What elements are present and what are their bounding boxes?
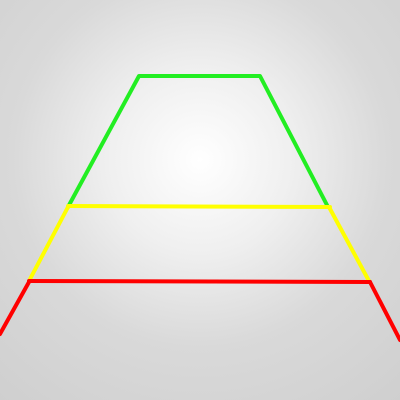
near-zone-crossbar [27,279,372,284]
far-zone-line [66,74,330,209]
mid-zone-right-line [327,205,371,283]
mid-zone-left-line [27,205,70,283]
mid-zone-crossbar [66,204,332,209]
near-zone-left-line [0,280,31,336]
near-zone-right-line [368,280,400,342]
